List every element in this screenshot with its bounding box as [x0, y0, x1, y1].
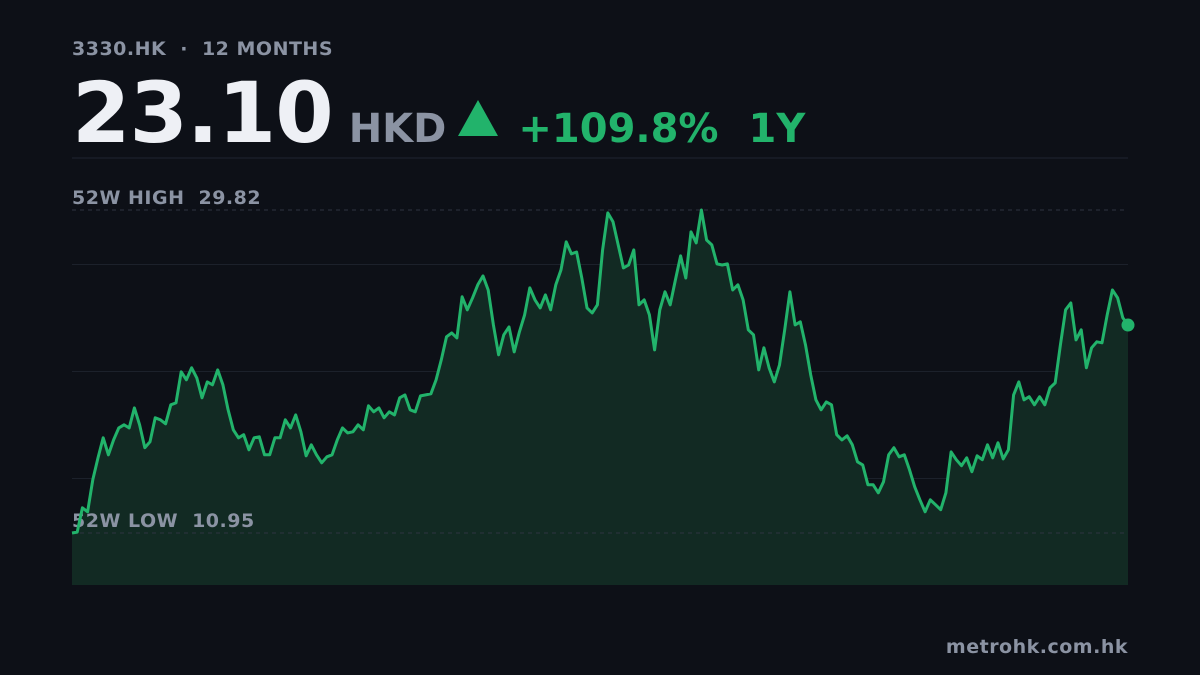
last-point [1121, 318, 1135, 332]
up-arrow [458, 100, 499, 136]
reference-value: 10.95 [192, 510, 255, 532]
area [72, 210, 1128, 585]
separator: · [180, 38, 188, 60]
price-line [71, 208, 1130, 535]
currency: HKD [348, 106, 447, 152]
reference-name: 52W HIGH [72, 187, 184, 209]
reference-label: 52W HIGH 29.82 [72, 187, 261, 209]
range: 1Y [748, 106, 806, 152]
period: 12 MONTHS [201, 38, 334, 60]
reference-name: 52W LOW [72, 510, 178, 532]
price-row: 23.10 HKD +109.8% 1Y [72, 64, 805, 162]
price: 23.10 [72, 64, 334, 162]
reference-label: 52W LOW 10.95 [72, 510, 255, 532]
header: 3330.HK · 12 MONTHS [72, 38, 347, 60]
reference-value: 29.82 [198, 187, 261, 209]
ticker: 3330.HK [72, 38, 167, 60]
change: +109.8% [518, 106, 719, 152]
footer: metrohk.com.hk [945, 636, 1128, 658]
